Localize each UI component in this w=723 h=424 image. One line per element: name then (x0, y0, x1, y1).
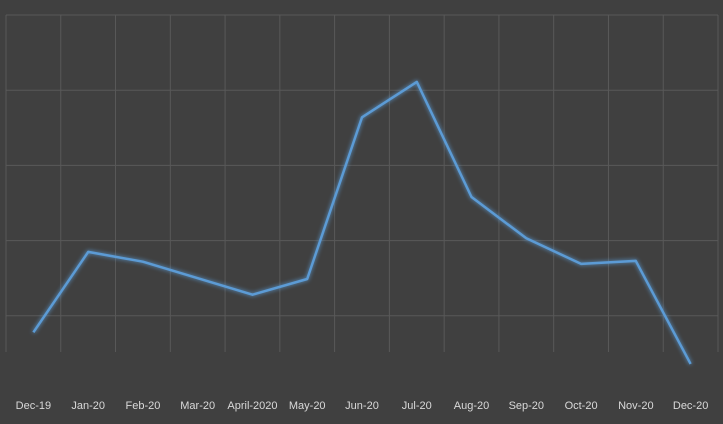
x-tick-label: Nov-20 (618, 400, 653, 412)
x-tick-label: May-20 (289, 400, 326, 412)
x-tick-label: Dec-20 (673, 400, 708, 412)
x-tick-label: Jun-20 (345, 400, 379, 412)
x-tick-label: Mar-20 (180, 400, 215, 412)
x-tick-label: Aug-20 (454, 400, 489, 412)
line-series (32, 80, 692, 365)
x-tick-label: Oct-20 (565, 400, 598, 412)
x-tick-label: Sep-20 (509, 400, 544, 412)
x-tick-label: Jan-20 (71, 400, 105, 412)
x-tick-label: Dec-19 (16, 400, 51, 412)
x-tick-label: Jul-20 (402, 400, 432, 412)
x-tick-label: April-2020 (227, 400, 277, 412)
x-tick-label: Feb-20 (125, 400, 160, 412)
